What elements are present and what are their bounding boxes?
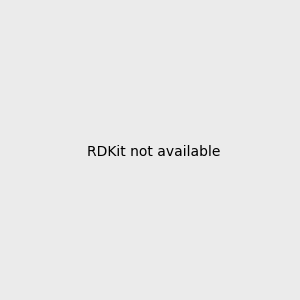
Text: RDKit not available: RDKit not available	[87, 145, 220, 158]
